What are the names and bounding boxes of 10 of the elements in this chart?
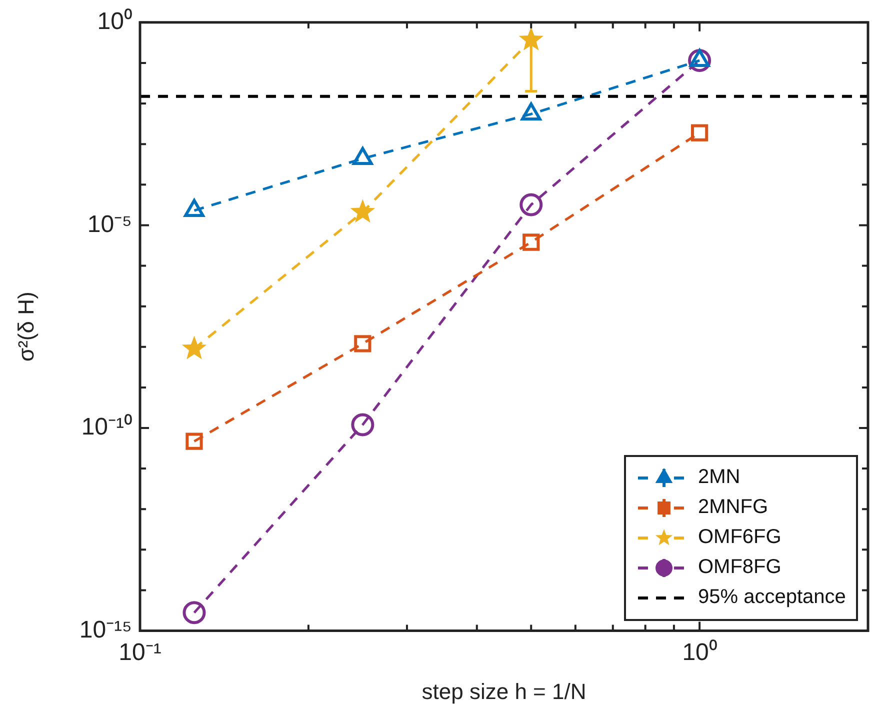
x-axis-title: step size h = 1/N bbox=[422, 678, 586, 704]
y-axis-title: σ²(δ H) bbox=[13, 292, 38, 362]
legend-label: 2MN bbox=[698, 466, 740, 490]
legend-label: 95% acceptance bbox=[698, 586, 846, 610]
y-tick-label: 10⁻¹⁰ bbox=[81, 414, 132, 441]
y-tick-label: 10⁰ bbox=[97, 8, 132, 36]
y-tick-label: 10⁻⁵ bbox=[87, 210, 132, 238]
legend-label: OMF8FG bbox=[698, 556, 782, 580]
legend-label: 2MNFG bbox=[698, 496, 768, 520]
legend-label: OMF6FG bbox=[698, 526, 782, 550]
